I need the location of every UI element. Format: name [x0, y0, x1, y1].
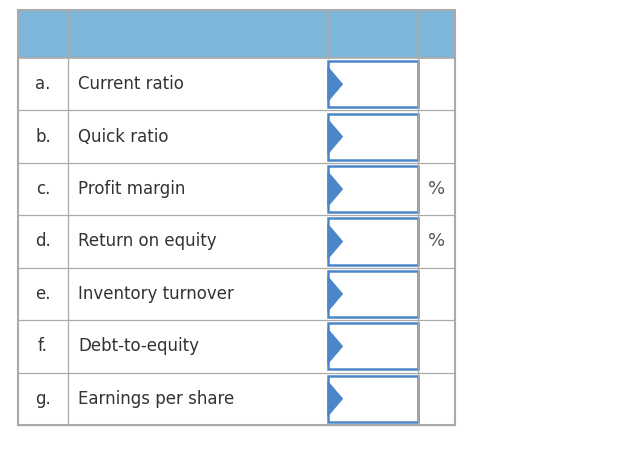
Bar: [18, 58, 455, 110]
Bar: [328, 323, 418, 369]
Bar: [328, 218, 418, 265]
Text: Debt-to-equity: Debt-to-equity: [78, 338, 199, 356]
Bar: [18, 320, 455, 373]
Text: c.: c.: [36, 180, 50, 198]
Polygon shape: [328, 172, 342, 206]
Text: Inventory turnover: Inventory turnover: [78, 285, 234, 303]
Bar: [328, 271, 418, 317]
Text: f.: f.: [38, 338, 48, 356]
Text: d.: d.: [35, 233, 51, 251]
Polygon shape: [328, 382, 342, 415]
Polygon shape: [328, 329, 342, 363]
Bar: [328, 113, 418, 160]
Text: b.: b.: [35, 128, 51, 146]
Text: Return on equity: Return on equity: [78, 233, 217, 251]
Bar: [18, 110, 455, 163]
Bar: [18, 215, 455, 268]
Bar: [328, 61, 418, 107]
Bar: [18, 268, 455, 320]
Text: %: %: [428, 233, 445, 251]
Polygon shape: [328, 68, 342, 101]
Text: %: %: [428, 180, 445, 198]
Text: Quick ratio: Quick ratio: [78, 128, 168, 146]
Text: Profit margin: Profit margin: [78, 180, 185, 198]
Polygon shape: [328, 120, 342, 153]
Bar: [328, 376, 418, 422]
Polygon shape: [328, 277, 342, 310]
Bar: [18, 10, 455, 425]
Text: a.: a.: [35, 75, 51, 93]
Polygon shape: [328, 225, 342, 258]
Text: e.: e.: [35, 285, 51, 303]
Text: Earnings per share: Earnings per share: [78, 390, 234, 408]
Bar: [18, 163, 455, 215]
Bar: [18, 10, 455, 58]
Text: Current ratio: Current ratio: [78, 75, 184, 93]
Text: g.: g.: [35, 390, 51, 408]
Bar: [18, 373, 455, 425]
Bar: [328, 166, 418, 212]
